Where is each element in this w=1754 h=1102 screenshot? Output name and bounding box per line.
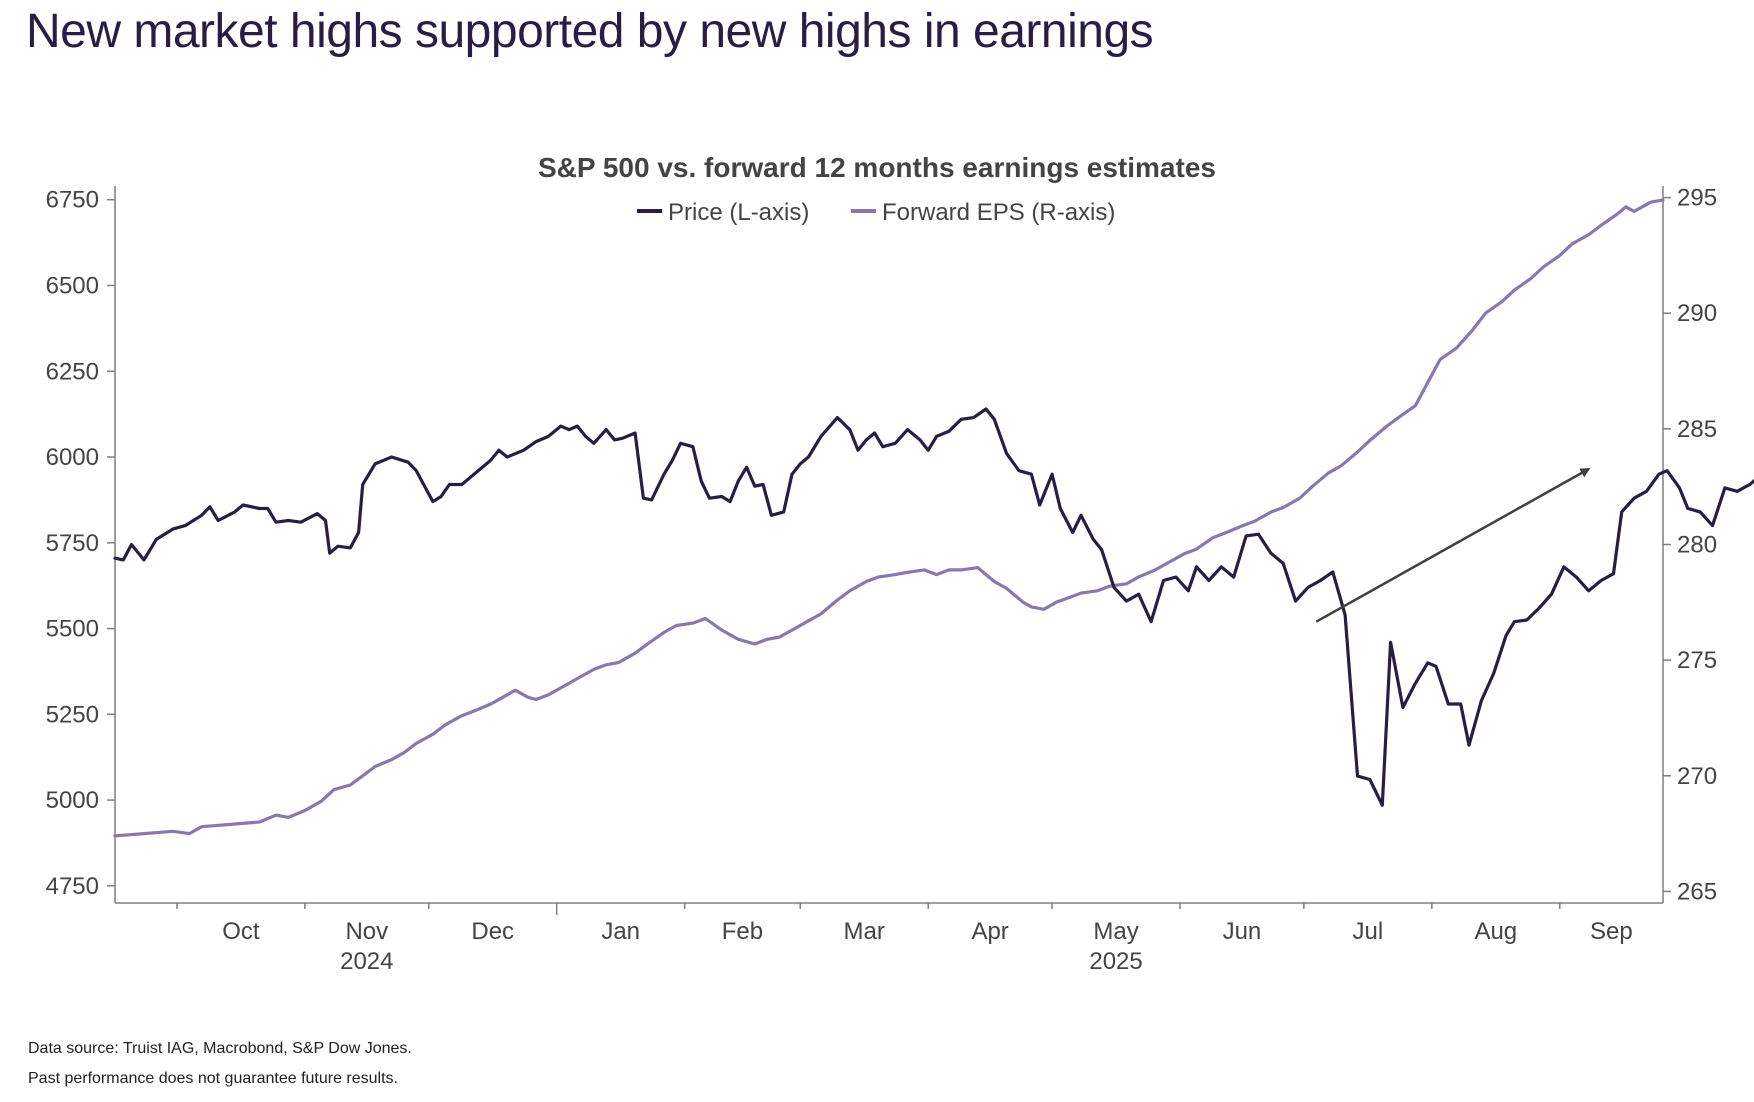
legend: Price (L-axis) Forward EPS (R-axis) (637, 199, 1115, 226)
x-tick-label: Aug (1474, 918, 1517, 945)
chart-title: S&P 500 vs. forward 12 months earnings e… (538, 152, 1216, 183)
left-tick-label: 5250 (46, 701, 99, 728)
legend-label-eps: Forward EPS (R-axis) (882, 199, 1115, 226)
right-tick-label: 275 (1677, 647, 1717, 674)
x-tick-label: Mar (844, 918, 885, 945)
axes (114, 186, 1664, 904)
left-axis-ticks: 4750 5000 5250 5500 5750 6000 6250 6500 6750 (46, 187, 115, 900)
footnote-disclaimer: Past performance does not guarantee futu… (28, 1070, 398, 1087)
right-tick-label: 285 (1677, 416, 1717, 443)
left-tick-label: 5000 (46, 787, 99, 814)
trend-arrow (1315, 467, 1591, 623)
legend-label-price: Price (L-axis) (668, 199, 809, 226)
left-tick-label: 4750 (46, 873, 99, 900)
left-tick-label: 5500 (46, 616, 99, 643)
left-tick-label: 6000 (46, 444, 99, 471)
x-tick-label: Sep (1590, 918, 1633, 945)
right-axis-ticks: 265 270 275 280 285 290 295 (1663, 185, 1717, 905)
x-tick-label: Jan (601, 918, 640, 945)
x-tick-label: May (1093, 918, 1138, 945)
series-layer (113, 198, 1754, 838)
x-year-label: 2025 (1089, 948, 1142, 975)
right-tick-label: 280 (1677, 532, 1717, 559)
right-tick-label: 265 (1677, 878, 1717, 905)
page-title: New market highs supported by new highs … (26, 5, 1154, 58)
x-tick-label: Nov (345, 918, 388, 945)
x-tick-label: Jun (1223, 918, 1262, 945)
x-tick-label: Jul (1353, 918, 1384, 945)
right-tick-label: 290 (1677, 300, 1717, 327)
footnote-source: Data source: Truist IAG, Macrobond, S&P … (28, 1040, 412, 1057)
left-tick-label: 6500 (46, 272, 99, 299)
right-tick-label: 295 (1677, 185, 1717, 212)
right-tick-label: 270 (1677, 763, 1717, 790)
x-axis-ticks: Oct Nov 2024 Dec Jan Feb Mar Apr May 2025 Jun Jul Au… (176, 903, 1633, 975)
x-tick-label: Oct (222, 918, 260, 945)
left-tick-label: 5750 (46, 530, 99, 557)
x-tick-label: Dec (471, 918, 514, 945)
series-line-price (113, 407, 1754, 807)
x-tick-label: Feb (722, 918, 763, 945)
left-tick-label: 6250 (46, 358, 99, 385)
series-line-forward-eps (113, 198, 1665, 838)
x-tick-label: Apr (971, 918, 1008, 945)
x-year-label: 2024 (340, 948, 393, 975)
left-tick-label: 6750 (46, 187, 99, 214)
